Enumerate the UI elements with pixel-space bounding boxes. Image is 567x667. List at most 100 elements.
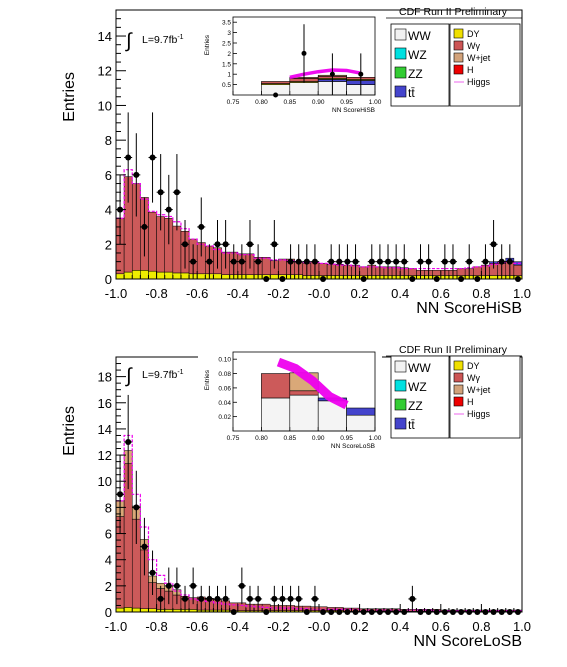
- data-points: [116, 394, 522, 615]
- luminosity-text: L=9.7fb-1: [142, 369, 184, 381]
- integral-symbol: ∫: [125, 30, 133, 52]
- legend-swatch: [453, 40, 464, 51]
- legend-swatch: [453, 396, 464, 407]
- inset-hist-bar-red: [261, 81, 291, 84]
- hist-bar-yellow: [115, 607, 125, 613]
- x-tick-label: -0.4: [227, 619, 249, 634]
- legend-label: Wγ: [467, 373, 480, 383]
- x-tick-label: 1.0: [513, 619, 531, 634]
- x-axis-title: NN ScoreHiSB: [416, 300, 522, 317]
- inset-y-tick-label: 0.5: [222, 82, 231, 89]
- inset-data-point: [329, 71, 335, 77]
- data-point: [157, 189, 164, 196]
- panel-2: -1.0 -0.8 -0.6 -0.4 -0.2 -0.0 0.2 0.4 0.6 0.8 1.00…: [61, 344, 531, 650]
- x-tick-label: 0.2: [351, 619, 369, 634]
- legend-label: tt̄: [408, 86, 415, 100]
- higgs-signal-line: [116, 434, 522, 612]
- data-point: [182, 241, 189, 248]
- inset-hist-bar-blue: [346, 407, 376, 416]
- inset-y-title: Entries: [204, 34, 211, 55]
- inset-x-title: NN ScoreHiSB: [332, 107, 375, 114]
- data-point: [303, 258, 310, 265]
- data-point: [376, 258, 383, 265]
- panel-1: -1.0 -0.8 -0.6 -0.4 -0.2 -0.0 0.2 0.4 0.6 0.8 1.00…: [61, 6, 531, 317]
- x-tick-label: 0.4: [391, 286, 409, 301]
- inset-y-tick-label: 3: [227, 30, 231, 37]
- data-point: [165, 206, 172, 213]
- luminosity-label: ∫ L=9.7fb-1: [125, 365, 184, 387]
- x-tick-label: -0.8: [145, 286, 167, 301]
- hist-bar-yellow: [131, 607, 141, 613]
- x-axis: -1.0 -0.8 -0.6 -0.4 -0.2 -0.0 0.2 0.4 0.6 0.8 1.0: [105, 604, 531, 634]
- data-point: [149, 569, 156, 576]
- hist-bar-red: [456, 268, 466, 276]
- x-tick-label: 0.4: [391, 619, 409, 634]
- inset-hist-bar-white: [289, 394, 319, 432]
- legend-swatch: [394, 66, 407, 79]
- y-tick-label: 0: [105, 272, 112, 287]
- data-point: [141, 223, 148, 230]
- legend-label: WW: [408, 361, 431, 375]
- y-axis-title: Entries: [61, 72, 78, 122]
- y-tick-label: 2: [105, 579, 112, 594]
- data-point: [125, 154, 132, 161]
- legend-label: DY: [467, 29, 480, 39]
- legend-label: Wγ: [467, 41, 480, 51]
- hist-bar-red: [172, 225, 182, 274]
- data-point: [344, 258, 351, 265]
- inset-data-point: [358, 71, 364, 77]
- y-tick-label: 8: [105, 133, 112, 148]
- legend-label: Higgs: [467, 409, 491, 419]
- data-point: [466, 258, 473, 265]
- x-tick-label: -0.4: [227, 286, 249, 301]
- inset-frame: [232, 16, 376, 96]
- data-point: [246, 595, 253, 602]
- hist-bar-yellow: [213, 273, 222, 280]
- hist-bar-yellow: [164, 271, 174, 280]
- hist-bar-red: [278, 258, 287, 275]
- hist-bar-yellow: [489, 275, 498, 280]
- x-tick-label: -1.0: [105, 619, 127, 634]
- x-tick-label: 0.8: [472, 286, 490, 301]
- inset-y-tick-label: 3.5: [222, 20, 231, 27]
- inset-y-tick-label: 0.04: [218, 400, 231, 407]
- inset-y-tick-label: 1: [227, 72, 231, 79]
- y-axis: 0 2 4 6 8 10 12 14: [98, 9, 126, 287]
- data-point: [141, 543, 148, 550]
- data-point: [255, 595, 262, 602]
- y-tick-label: 4: [105, 553, 112, 568]
- hist-bar-yellow: [180, 272, 190, 280]
- higgs-signal-line: [116, 169, 522, 270]
- hist-bar-yellow: [245, 274, 255, 280]
- legend-swatch: [394, 28, 407, 41]
- data-point: [125, 439, 132, 445]
- x-tick-label: -0.6: [186, 619, 208, 634]
- inset-data-point: [301, 50, 307, 56]
- data-point: [190, 258, 197, 265]
- data-point: [336, 258, 343, 265]
- inset-x-tick-label: 0.95: [340, 435, 353, 442]
- inset-y-tick-label: 1.5: [222, 61, 231, 68]
- data-point: [417, 258, 424, 265]
- data-point: [133, 171, 140, 178]
- inset-hist-bar-white: [346, 414, 376, 432]
- legend-label: tt̄: [408, 418, 415, 432]
- inset-frame: [232, 351, 376, 432]
- legend-label: DY: [467, 361, 480, 371]
- hist-bar-yellow: [270, 274, 279, 280]
- data-point: [133, 504, 140, 511]
- inset-y-tick-label: 0.02: [218, 414, 231, 421]
- y-tick-label: 0: [105, 605, 112, 620]
- data-point: [498, 258, 505, 265]
- hist-bar-yellow: [140, 270, 149, 280]
- inset-y-tick-label: 0.08: [218, 371, 231, 378]
- data-point: [246, 241, 253, 248]
- data-point: [165, 582, 172, 589]
- legend-swatch: [453, 360, 464, 371]
- inset-x-tick-label: 0.75: [227, 435, 240, 442]
- data-point: [198, 595, 205, 602]
- hist-bar-yellow: [123, 271, 133, 280]
- legend-swatch: [453, 64, 464, 75]
- data-point: [287, 595, 294, 602]
